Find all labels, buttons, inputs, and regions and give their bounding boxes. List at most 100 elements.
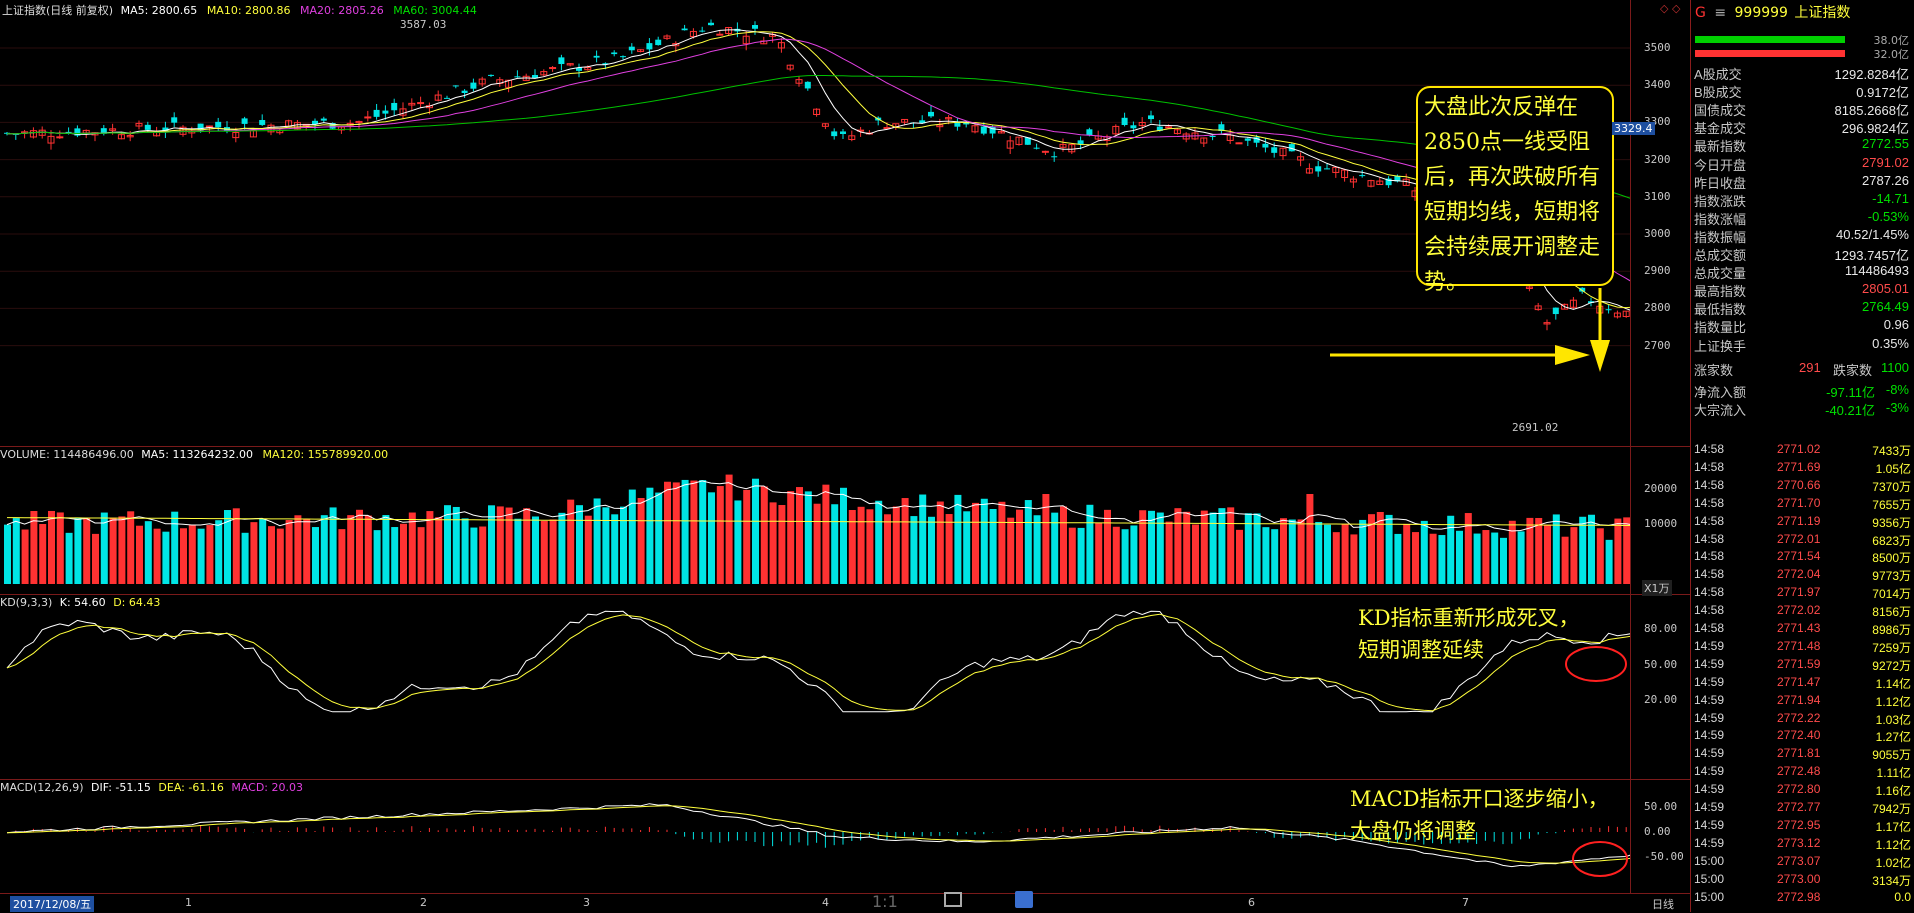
volume-bar [743, 489, 751, 584]
kd-chart[interactable] [0, 594, 1630, 779]
tick-row: 14:58 2771.69 1.05亿 [1691, 460, 1914, 478]
volume-bar [602, 507, 610, 584]
candle-body [1367, 180, 1375, 187]
candle-body [1156, 126, 1163, 131]
candle-body [1006, 140, 1014, 149]
volume-bar [1491, 532, 1499, 584]
tick-time: 15:00 [1694, 853, 1725, 868]
tick-row: 14:58 2772.01 6823万 [1691, 532, 1914, 550]
macd-chart[interactable] [0, 779, 1630, 893]
candle-body [144, 124, 151, 130]
kd-note-line2: 短期调整延续 [1358, 638, 1484, 662]
candle-body [1059, 143, 1067, 148]
zoom-tool-icon[interactable] [1015, 891, 1033, 908]
volume-bar [752, 478, 759, 584]
tick-price: 2772.48 [1777, 764, 1821, 779]
volume-ma120-line [7, 517, 1630, 526]
stat-key: 总成交额 [1694, 248, 1747, 263]
volume-unit-label: X1万 [1642, 580, 1672, 596]
candle-body [646, 43, 653, 50]
candle-body [840, 131, 846, 135]
candle-body [329, 123, 336, 129]
volume-bar [1007, 517, 1015, 584]
candle-body [936, 124, 944, 128]
volume-bar [567, 499, 575, 584]
volume-bar [1403, 523, 1411, 584]
candle-body [681, 28, 688, 31]
candle-body [1218, 124, 1225, 131]
tick-price: 2772.80 [1777, 782, 1821, 797]
volume-bar [1209, 512, 1217, 584]
volume-bar [1376, 511, 1384, 584]
tick-volume: 1.02亿 [1875, 855, 1911, 870]
volume-bar [1200, 510, 1208, 584]
volume-bar [884, 514, 891, 584]
month-label: 7 [1462, 896, 1469, 909]
volume-bar [1095, 522, 1103, 584]
volume-bar [1139, 510, 1147, 584]
tick-row: 14:58 2771.19 9356万 [1691, 514, 1914, 532]
volume-bar [435, 517, 443, 584]
volume-bar [549, 519, 557, 584]
fullscreen-icon[interactable] [944, 892, 962, 907]
volume-bar [1429, 533, 1437, 584]
volume-chart[interactable] [0, 446, 1630, 594]
volume-bar [796, 487, 803, 584]
price-pane[interactable]: 上证指数(日线 前复权) MA5: 2800.65 MA10: 2800.86 … [0, 0, 1630, 447]
candle-body [1148, 115, 1154, 120]
stat-value: 8185.2668亿 [1834, 103, 1909, 119]
candle-body [417, 102, 425, 105]
tick-price: 2771.97 [1777, 585, 1821, 600]
volume-bar [1526, 517, 1534, 584]
ma10-label: MA10: 2800.86 [206, 4, 291, 17]
tick-time: 14:59 [1694, 764, 1725, 779]
volume-bar [998, 501, 1006, 584]
stat-key: 最高指数 [1694, 284, 1747, 300]
volume-bar [276, 528, 284, 584]
stat-row: 指数涨跌 -14.71 [1691, 191, 1914, 209]
candle-body [602, 63, 609, 65]
volume-bar [488, 505, 495, 584]
volume-pane[interactable]: VOLUME: 114486496.00 MA5: 113264232.00 M… [0, 446, 1630, 595]
stat-row: 国债成交 8185.2668亿 [1691, 100, 1914, 118]
kd-d-value: D: 64.43 [113, 596, 161, 609]
tick-price: 2771.19 [1777, 513, 1821, 528]
candle-body [997, 130, 1005, 134]
kd-pane[interactable]: KD(9,3,3) K: 54.60 D: 64.43 KD指标重新形成死叉， … [0, 594, 1630, 780]
candle-body [47, 135, 55, 144]
volume-bar [312, 527, 319, 584]
volume-bar [136, 525, 143, 584]
quote-side-panel: G ≡ 999999 上证指数 38.0亿 32.0亿 A股成交 1292.828… [1690, 0, 1914, 912]
candlestick-chart[interactable] [0, 0, 1630, 446]
tick-volume: 1.17亿 [1875, 819, 1911, 834]
candle-body [1112, 125, 1120, 135]
volume-bar [1341, 523, 1349, 584]
price-tick: 3500 [1644, 41, 1671, 54]
volume-axis [1630, 446, 1691, 595]
tick-row: 14:58 2770.66 7370万 [1691, 478, 1914, 496]
volume-bar [1332, 532, 1340, 584]
stat-row: 指数量比 0.96 [1691, 317, 1914, 335]
candle-body [1165, 126, 1173, 129]
volume-bar [1130, 525, 1138, 584]
candle-body [558, 57, 565, 65]
volume-bar [628, 489, 636, 584]
tick-time: 14:58 [1694, 603, 1725, 618]
menu-icon[interactable]: ≡ [1714, 5, 1727, 21]
volume-bar [1368, 514, 1375, 584]
macd-header: MACD(12,26,9) DIF: -51.15 DEA: -61.16 MA… [0, 781, 303, 794]
volume-bar [708, 492, 715, 584]
candle-body [100, 128, 107, 134]
tick-price: 2772.95 [1777, 817, 1821, 832]
stat-row: 今日开盘 2791.02 [1691, 155, 1914, 173]
top-right-icons[interactable]: ◇ ◇ [1660, 2, 1681, 15]
candle-body [804, 81, 811, 89]
price-tick: 3400 [1644, 78, 1671, 92]
volume-bar [584, 515, 592, 584]
volume-bar [875, 500, 883, 584]
volume-bar [532, 516, 539, 584]
macd-pane[interactable]: MACD(12,26,9) DIF: -51.15 DEA: -61.16 MA… [0, 779, 1630, 893]
stat-key: 国债成交 [1694, 103, 1747, 119]
stat-value: 2805.01 [1862, 281, 1909, 297]
flow-value: -97.11亿 [1826, 384, 1875, 400]
